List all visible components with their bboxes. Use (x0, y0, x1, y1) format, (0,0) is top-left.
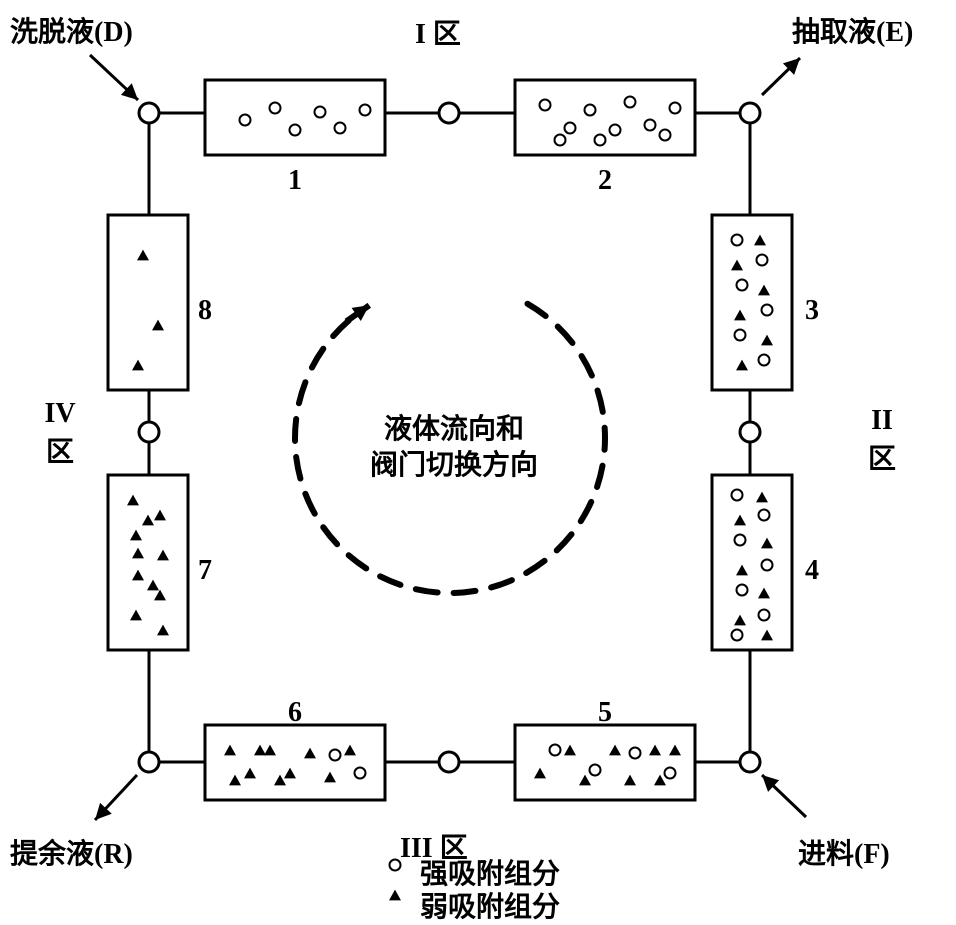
zone-label-4: IV 区 (40, 398, 80, 470)
column-label-6: 6 (288, 697, 302, 729)
io-label-f: 进料(F) (798, 832, 890, 872)
zone-label-1: I 区 (415, 12, 461, 52)
column-label-1: 1 (288, 165, 302, 197)
column-label-7: 7 (198, 555, 212, 587)
center-text-line2: 阀门切换方向 (370, 450, 538, 481)
legend-weak-text: 弱吸附组分 (420, 885, 560, 925)
io-label-d: 洗脱液(D) (10, 10, 133, 50)
column-label-5: 5 (598, 697, 612, 729)
column-label-2: 2 (598, 165, 612, 197)
center-text: 液体流向和 阀门切换方向 (370, 412, 538, 485)
column-label-8: 8 (198, 295, 212, 327)
center-text-line1: 液体流向和 (384, 414, 524, 445)
io-label-r: 提余液(R) (10, 832, 133, 872)
zone-label-2: II 区 (862, 405, 902, 477)
column-label-4: 4 (805, 555, 819, 587)
column-label-3: 3 (805, 295, 819, 327)
io-label-e: 抽取液(E) (792, 10, 913, 50)
